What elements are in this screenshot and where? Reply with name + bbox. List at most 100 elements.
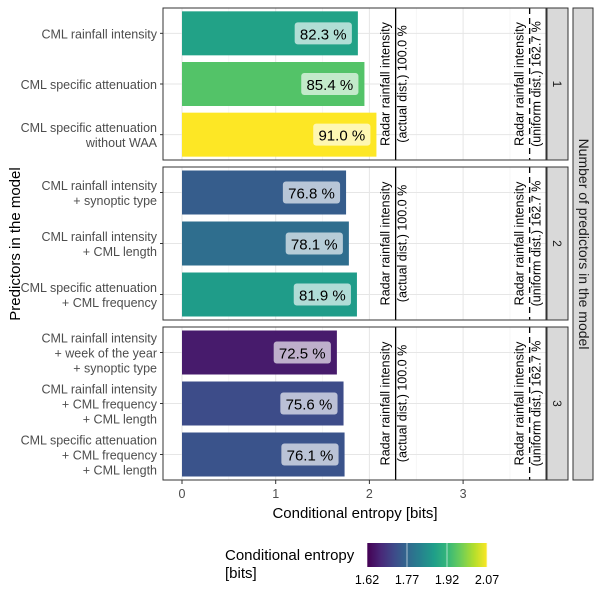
colorbar-tick-label: 1.62 (355, 573, 379, 587)
colorbar-segment (401, 543, 403, 567)
colorbar-segment (411, 543, 413, 567)
colorbar-segment (385, 543, 387, 567)
y-tick-label: CML rainfall intensity (41, 27, 157, 41)
colorbar-segment (438, 543, 440, 567)
colorbar-segment (484, 543, 486, 567)
colorbar-segment (391, 543, 393, 567)
facet-strip-label: 3 (550, 400, 564, 407)
y-tick-label: CML specific attenuation + CML frequency +… (21, 434, 158, 478)
y-tick-label-line: CML rainfall intensity (41, 230, 157, 244)
colorbar-segment (427, 543, 429, 567)
y-tick-label-line: CML specific attenuation (21, 281, 157, 295)
y-tick-label: CML specific attenuation + CML frequency (21, 281, 158, 310)
colorbar-segment (423, 543, 425, 567)
colorbar-segment (397, 543, 399, 567)
colorbar-segment (425, 543, 427, 567)
colorbar-segment (371, 543, 373, 567)
colorbar-segment (413, 543, 415, 567)
data-label-background (285, 232, 343, 255)
colorbar-segment (380, 543, 382, 567)
y-tick-label-line: + CML length (83, 413, 157, 427)
colorbar-segment (463, 543, 465, 567)
colorbar-segment (381, 543, 383, 567)
colorbar-segment (455, 543, 457, 567)
reference-label-line: Radar rainfall intensity (513, 181, 527, 305)
colorbar-segment (367, 543, 369, 567)
colorbar-segment (449, 543, 451, 567)
colorbar-segment (428, 543, 430, 567)
x-tick-label: 3 (460, 487, 467, 501)
colorbar-segment (398, 543, 400, 567)
colorbar-segment (414, 543, 416, 567)
colorbar-segment (462, 543, 464, 567)
colorbar-segment (396, 543, 398, 567)
panel-border (162, 7, 547, 161)
colorbar-segment (394, 543, 396, 567)
y-tick-label-line: + CML length (83, 464, 157, 478)
colorbar-segment (441, 543, 443, 567)
reference-label-line: (actual dist.) 100.0 % (396, 185, 410, 302)
colorbar-segment (432, 543, 434, 567)
colorbar-segment (458, 543, 460, 567)
colorbar-segment (483, 543, 485, 567)
colorbar-segment (375, 543, 377, 567)
data-label-background (293, 283, 351, 306)
colorbar-segment (437, 543, 439, 567)
colorbar-segment (436, 543, 438, 567)
data-label-background (294, 22, 352, 45)
reference-line-label: Radar rainfall intensity (actual dist.) 1… (379, 341, 410, 465)
colorbar-segment (454, 543, 456, 567)
colorbar-segment (405, 543, 407, 567)
colorbar-segment (383, 543, 385, 567)
reference-label-line: (uniform dist.) 162.7 % (530, 181, 544, 307)
reference-label-line: (actual dist.) 100.0 % (396, 345, 410, 462)
colorbar-segment (474, 543, 476, 567)
x-axis-title: Conditional entropy [bits] (272, 505, 437, 522)
colorbar-segment (379, 543, 381, 567)
colorbar-segment (372, 543, 374, 567)
colorbar-segment (467, 543, 469, 567)
colorbar-segment (482, 543, 484, 567)
colorbar-segment (440, 543, 442, 567)
reference-label-line: Radar rainfall intensity (513, 21, 527, 145)
colorbar-segment (478, 543, 480, 567)
colorbar-segment (485, 543, 487, 567)
reference-line-label: Radar rainfall intensity (uniform dist.) … (513, 341, 544, 467)
data-label: 76.1 % (287, 448, 334, 465)
colorbar-segment (435, 543, 437, 567)
data-label: 72.5 % (279, 346, 326, 363)
colorbar-segment (407, 543, 409, 567)
reference-label-line: Radar rainfall intensity (513, 341, 527, 465)
reference-line-label: Radar rainfall intensity (actual dist.) 1… (379, 181, 410, 305)
colorbar-segment (442, 543, 444, 567)
y-tick-label: CML specific attenuation (21, 78, 157, 92)
colorbar-segment (480, 543, 482, 567)
colorbar-segment (373, 543, 375, 567)
x-tick-label: 1 (272, 487, 279, 501)
y-tick-label: CML rainfall intensity + week of the year… (41, 332, 157, 376)
colorbar-segment (475, 543, 477, 567)
colorbar-segment (384, 543, 386, 567)
colorbar-segment (416, 543, 418, 567)
colorbar-segment (450, 543, 452, 567)
colorbar-segment (386, 543, 388, 567)
y-tick-label-line: CML specific attenuation (21, 78, 157, 92)
colorbar-segment (445, 543, 447, 567)
y-tick-label-line: CML rainfall intensity (41, 383, 157, 397)
colorbar-segment (465, 543, 467, 567)
y-tick-label-line: + CML frequency (62, 296, 158, 310)
colorbar-segment (368, 543, 370, 567)
colorbar-segment (468, 543, 470, 567)
reference-line-label: Radar rainfall intensity (uniform dist.) … (513, 181, 544, 307)
colorbar-segment (369, 543, 371, 567)
colorbar-segment (472, 543, 474, 567)
colorbar-segment (421, 543, 423, 567)
y-tick-label: CML rainfall intensity + CML length (41, 230, 157, 259)
colorbar-segment (378, 543, 380, 567)
facet-strip-label: 2 (550, 240, 564, 247)
colorbar-segment (473, 543, 475, 567)
y-tick-label-line: + CML length (83, 245, 157, 259)
outer-facet-strip (572, 7, 594, 481)
colorbar-segment (460, 543, 462, 567)
y-tick-label: CML rainfall intensity + CML frequency + C… (41, 383, 157, 427)
